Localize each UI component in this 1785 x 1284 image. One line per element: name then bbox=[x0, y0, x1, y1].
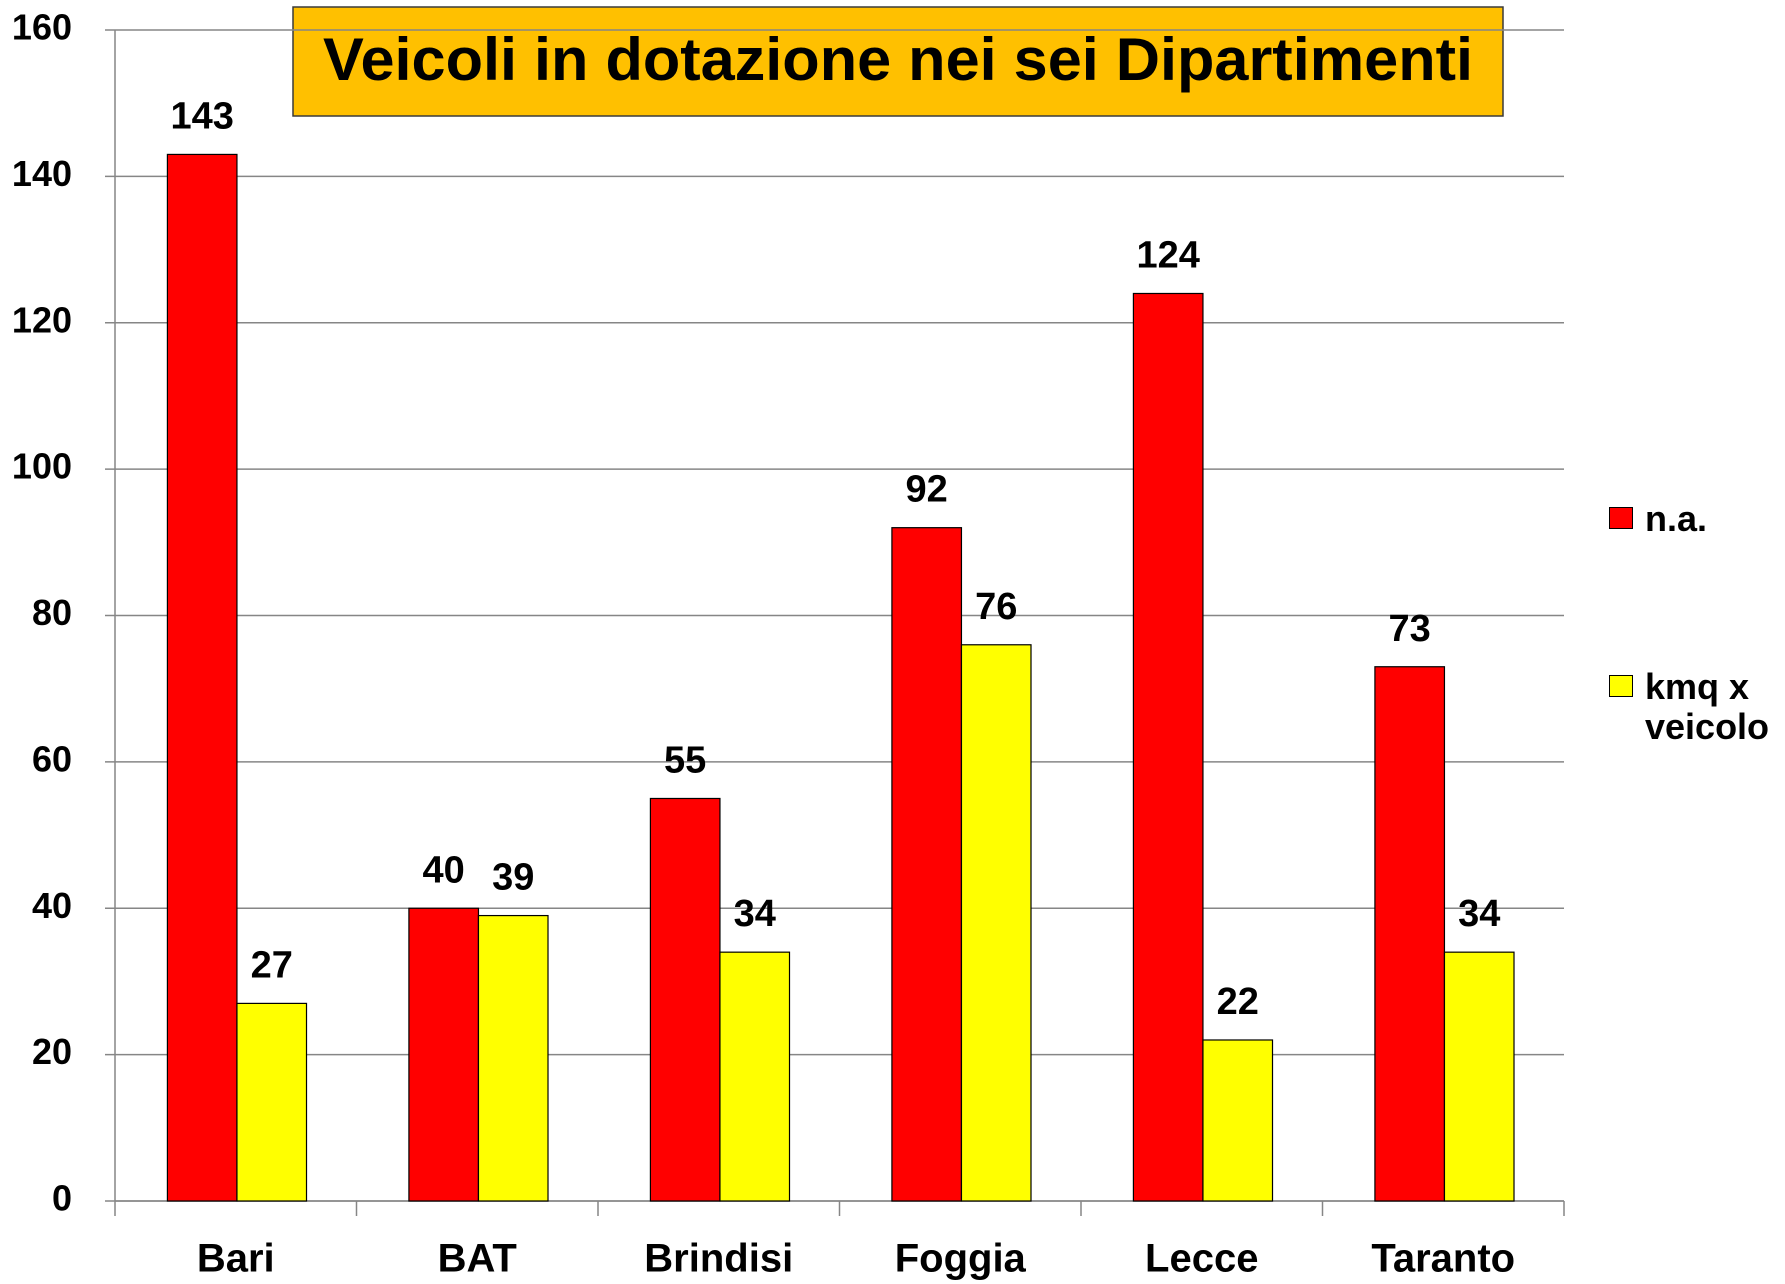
x-tick-label: Lecce bbox=[1145, 1237, 1258, 1281]
bar bbox=[891, 527, 963, 1202]
bar bbox=[1374, 666, 1446, 1202]
y-tick-label: 140 bbox=[12, 153, 72, 194]
x-tick-label: Taranto bbox=[1371, 1237, 1515, 1281]
legend-swatch bbox=[1609, 507, 1633, 529]
data-label: 40 bbox=[423, 849, 465, 891]
legend-label: kmq x veicolo bbox=[1645, 666, 1770, 747]
data-label: 124 bbox=[1136, 235, 1199, 277]
data-label: 27 bbox=[251, 944, 293, 986]
x-tick-label: Foggia bbox=[895, 1237, 1027, 1281]
y-tick-label: 20 bbox=[32, 1031, 72, 1072]
bar bbox=[1443, 951, 1515, 1202]
y-tick-label: 40 bbox=[32, 885, 72, 926]
data-label: 22 bbox=[1217, 981, 1259, 1023]
bar bbox=[1202, 1039, 1274, 1202]
y-tick-label: 100 bbox=[12, 446, 72, 487]
bar bbox=[649, 797, 721, 1202]
data-label: 55 bbox=[664, 740, 706, 782]
bar bbox=[166, 153, 238, 1202]
data-label: 143 bbox=[170, 95, 233, 137]
y-tick-label: 80 bbox=[32, 592, 72, 633]
data-label: 34 bbox=[734, 893, 776, 935]
y-tick-label: 160 bbox=[12, 7, 72, 48]
chart-title: Veicoli in dotazione nei sei Dipartiment… bbox=[323, 26, 1473, 93]
y-tick-label: 0 bbox=[52, 1178, 72, 1219]
x-tick-label: Brindisi bbox=[644, 1237, 793, 1281]
data-label: 39 bbox=[492, 857, 534, 899]
legend-item: kmq x veicolo bbox=[1609, 667, 1779, 747]
bar bbox=[236, 1002, 308, 1202]
bar bbox=[719, 951, 791, 1202]
data-label: 73 bbox=[1389, 608, 1431, 650]
bar bbox=[477, 914, 549, 1202]
x-tick-label: Bari bbox=[197, 1237, 275, 1281]
bar bbox=[408, 907, 480, 1202]
legend-swatch bbox=[1609, 675, 1633, 697]
data-label: 76 bbox=[975, 586, 1017, 628]
y-tick-label: 120 bbox=[12, 299, 72, 340]
data-label: 92 bbox=[906, 469, 948, 511]
bar bbox=[960, 644, 1032, 1202]
data-label: 34 bbox=[1458, 893, 1500, 935]
bar bbox=[1132, 292, 1204, 1202]
legend-item: n.a. bbox=[1609, 499, 1779, 539]
title-box bbox=[292, 6, 1504, 117]
y-tick-label: 60 bbox=[32, 738, 72, 779]
x-tick-label: BAT bbox=[438, 1237, 517, 1281]
legend-label: n.a. bbox=[1645, 498, 1708, 539]
